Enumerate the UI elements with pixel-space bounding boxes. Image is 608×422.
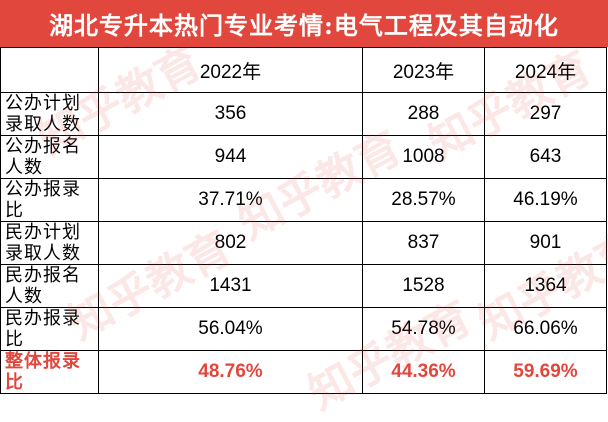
table-cell: 66.06%: [484, 307, 607, 351]
table-cell: 28.57%: [362, 178, 485, 222]
table-cell: 1431: [98, 264, 363, 308]
row-label: 民办计划录取人数: [0, 221, 99, 265]
table-cell: 37.71%: [98, 178, 363, 222]
table-cell: 356: [98, 92, 363, 136]
table-cell: 59.69%: [484, 350, 607, 394]
table-row-private-applicants: 民办报名人数 1431 1528 1364: [0, 264, 607, 308]
table-cell: 944: [98, 135, 363, 179]
table-row-private-planned: 民办计划录取人数 802 837 901: [0, 221, 607, 265]
table-row-public-planned: 公办计划录取人数 356 288 297: [0, 92, 607, 136]
table-cell: 54.78%: [362, 307, 485, 351]
header-cell-2024: 2024年: [484, 47, 607, 93]
table-cell: 1528: [362, 264, 485, 308]
table-cell: 1364: [484, 264, 607, 308]
table-cell: 643: [484, 135, 607, 179]
table-cell: 837: [362, 221, 485, 265]
row-label: 民办报录比: [0, 307, 99, 351]
table-cell: 48.76%: [98, 350, 363, 394]
header-cell-2023: 2023年: [362, 47, 485, 93]
table-row-overall-ratio: 整体报录比 48.76% 44.36% 59.69%: [0, 350, 607, 394]
exam-stats-table: 2022年 2023年 2024年 公办计划录取人数 356 288 297 公…: [0, 47, 607, 394]
header-cell-2022: 2022年: [98, 47, 363, 93]
table-cell: 288: [362, 92, 485, 136]
table-row-private-ratio: 民办报录比 56.04% 54.78% 66.06%: [0, 307, 607, 351]
row-label: 整体报录比: [0, 350, 99, 394]
page-title: 湖北专升本热门专业考情:电气工程及其自动化: [0, 0, 608, 47]
table-row-public-applicants: 公办报名人数 944 1008 643: [0, 135, 607, 179]
row-label: 公办报录比: [0, 178, 99, 222]
row-label: 民办报名人数: [0, 264, 99, 308]
table-cell: 802: [98, 221, 363, 265]
row-label: 公办报名人数: [0, 135, 99, 179]
table-row-public-ratio: 公办报录比 37.71% 28.57% 46.19%: [0, 178, 607, 222]
table-header-row: 2022年 2023年 2024年: [0, 47, 607, 93]
row-label: 公办计划录取人数: [0, 92, 99, 136]
table-cell: 1008: [362, 135, 485, 179]
table-cell: 46.19%: [484, 178, 607, 222]
table-cell: 901: [484, 221, 607, 265]
table-cell: 297: [484, 92, 607, 136]
table-cell: 44.36%: [362, 350, 485, 394]
table-cell: 56.04%: [98, 307, 363, 351]
header-cell-empty: [0, 47, 99, 93]
